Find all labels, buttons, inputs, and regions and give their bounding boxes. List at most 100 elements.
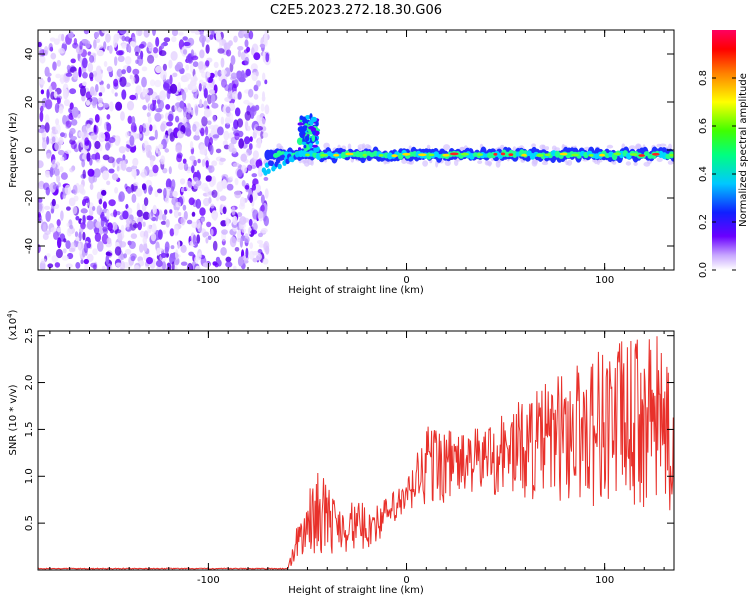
noise-blob [180,244,187,253]
noise-blob [114,56,118,66]
noise-blob [163,37,171,43]
signal-peak [536,154,544,157]
noise-blob [95,38,101,44]
noise-blob [141,66,148,72]
noise-blob [264,79,268,85]
noise-blob [175,249,179,260]
noise-blob [147,224,152,234]
spectrogram-panel: -100 0 100 -40 -20 0 20 40 Height of straight l… [8,29,675,296]
noise-blob [177,82,181,92]
noise-blob [131,193,137,203]
noise-blob [262,132,269,138]
noise-blob [69,102,74,110]
scatter-blob [311,144,318,148]
noise-blob [106,180,111,186]
noise-blob [157,100,165,110]
noise-blob [97,69,102,81]
noise-blob [108,168,115,174]
noise-blob [42,139,47,151]
noise-blob [260,103,265,112]
noise-blob [164,197,170,204]
noise-blob [196,169,200,180]
noise-blob [94,226,100,235]
noise-blob [240,164,247,174]
noise-blob [265,52,270,63]
scatter-blob [308,142,313,149]
noise-blob [58,106,64,114]
noise-blob [122,154,126,161]
noise-blob [218,161,224,166]
noise-blob [95,84,99,93]
noise-blob [91,153,98,160]
noise-blob [251,190,258,201]
noise-blob [252,222,258,231]
colorbar-tick-label: 0.8 [698,70,709,86]
noise-blob [234,190,242,199]
noise-blob [65,263,73,269]
noise-blob [94,232,102,242]
signal-peak [418,153,427,157]
noise-blob [160,123,166,132]
noise-blob [103,41,107,50]
noise-blob [79,228,84,233]
noise-blob [128,45,132,54]
noise-blob [253,93,259,100]
noise-blob [203,231,210,237]
noise-blob [163,187,167,199]
signal-haze [531,159,538,167]
noise-blob [99,84,104,90]
noise-blob [107,222,113,232]
noise-blob [244,56,250,66]
signal-peak [402,152,411,156]
noise-blob [56,174,61,183]
signal-onset [266,168,271,174]
noise-blob [177,131,184,139]
noise-blob [50,227,57,233]
noise-blob [166,262,172,270]
signal-peak [362,153,367,157]
noise-blob [130,233,138,240]
noise-blob [245,68,251,77]
noise-blob [203,88,208,99]
noise-blob [248,218,253,227]
noise-blob [219,157,226,162]
noise-blob [96,49,104,57]
noise-blob [191,165,195,174]
noise-blob [69,127,76,135]
noise-blob [122,210,129,220]
noise-blob [187,103,191,114]
noise-blob [139,243,144,253]
noise-blob [102,226,108,232]
colorbar-gradient [712,30,736,270]
noise-blob [223,130,230,141]
signal-haze [612,160,617,165]
noise-blob [114,187,119,194]
noise-blob [81,159,86,168]
noise-blob [70,140,77,150]
signal-peak [598,153,606,157]
noise-blob [215,31,221,40]
noise-blob [178,212,182,217]
noise-blob [83,30,90,35]
noise-blob [183,210,188,221]
snr-x-label: Height of straight line (km) [288,585,424,596]
noise-blob [114,229,122,234]
noise-blob [102,170,110,181]
noise-blob [232,215,238,226]
noise-blob [244,39,249,48]
noise-blob [251,173,258,178]
noise-blob [257,210,264,219]
noise-blob [132,68,140,76]
noise-blob [182,91,187,102]
noise-blob [101,211,105,217]
noise-blob [82,72,88,79]
noise-blob [46,136,50,145]
noise-blob [70,241,76,252]
signal-haze [596,159,601,165]
noise-blob [82,231,86,241]
signal-haze [606,144,614,149]
noise-blob [117,232,123,243]
scatter-blob [297,122,304,126]
noise-blob [251,47,255,56]
noise-blob [142,104,147,111]
